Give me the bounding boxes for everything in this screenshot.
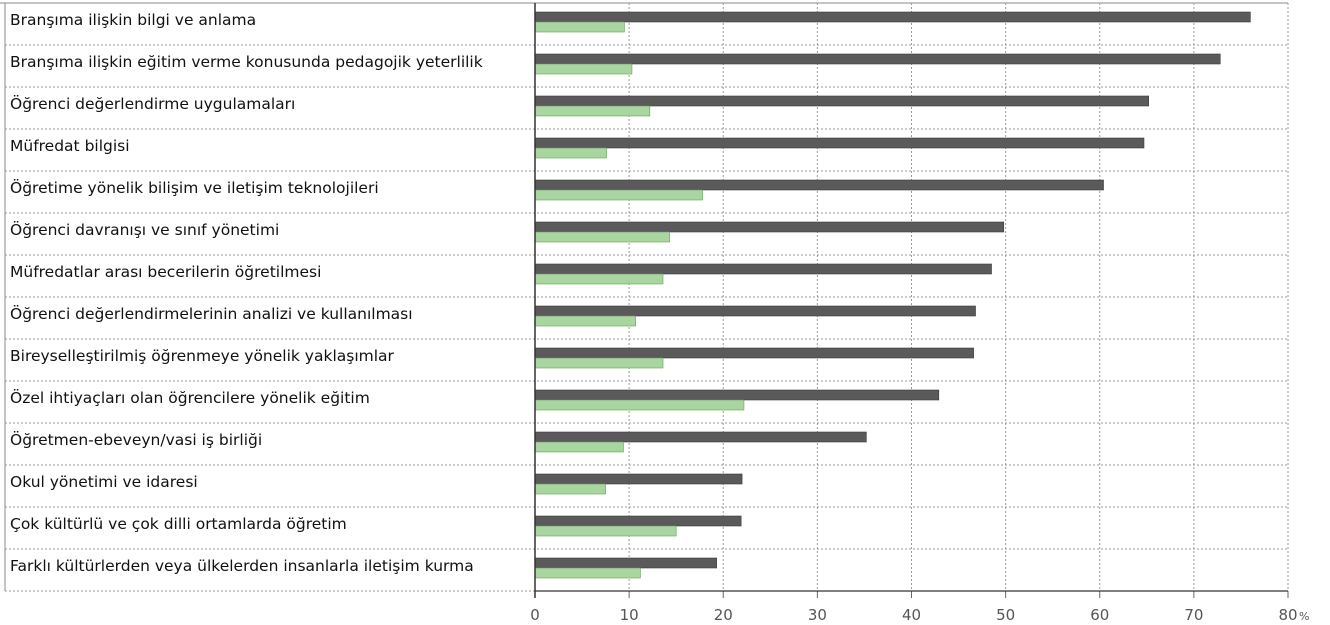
- bar-series-1: [534, 53, 1221, 65]
- grid: [0, 2, 1289, 592]
- category-label: Farklı kültürlerden veya ülkelerden insa…: [10, 557, 474, 575]
- bar-series-2: [534, 399, 745, 411]
- x-tick-label: 30: [808, 606, 827, 624]
- bar-series-2: [534, 441, 624, 453]
- bar-series-1: [534, 11, 1251, 23]
- bar-series-1: [534, 473, 743, 485]
- bar-series-2: [534, 63, 633, 75]
- x-tick-label: 60: [1090, 606, 1109, 624]
- bar-series-1: [534, 431, 867, 443]
- bar-series-2: [534, 231, 670, 243]
- bar-series-2: [534, 189, 703, 201]
- category-label: Öğrenci değerlendirmelerinin analizi ve …: [10, 304, 413, 323]
- category-label: Okul yönetimi ve idaresi: [10, 473, 198, 491]
- category-label: Müfredatlar arası becerilerin öğretilmes…: [10, 263, 321, 281]
- x-axis-unit-label: %: [1299, 610, 1309, 623]
- category-label: Branşıma ilişkin eğitim verme konusunda …: [10, 53, 483, 71]
- bar-series-2: [534, 105, 651, 117]
- category-label: Çok kültürlü ve çok dilli ortamlarda öğr…: [10, 515, 347, 533]
- bar-series-2: [534, 273, 664, 285]
- bar-series-1: [534, 557, 717, 569]
- bar-series-1: [534, 179, 1104, 191]
- x-tick-label: 50: [996, 606, 1015, 624]
- bar-series-1: [534, 137, 1145, 149]
- x-tick-label: 20: [714, 606, 733, 624]
- category-label: Özel ihtiyaçları olan öğrencilere yöneli…: [10, 388, 370, 407]
- bar-series-1: [534, 263, 992, 275]
- x-axis: % 0 10 20 30 40 50 60 70 80: [530, 3, 1309, 624]
- category-label: Öğrenci davranışı ve sınıf yönetimi: [10, 220, 279, 239]
- x-tick-label: 10: [620, 606, 639, 624]
- bar-series-2: [534, 525, 677, 537]
- bar-series-1: [534, 95, 1149, 107]
- category-label: Bireyselleştirilmiş öğrenmeye yönelik ya…: [10, 347, 395, 365]
- x-tick-label: 70: [1184, 606, 1203, 624]
- bar-series-2: [534, 357, 664, 369]
- x-tick-label: 0: [530, 606, 540, 624]
- category-label: Öğretime yönelik bilişim ve iletişim tek…: [10, 178, 379, 197]
- bar-series-1: [534, 347, 974, 359]
- category-label: Branşıma ilişkin bilgi ve anlama: [10, 11, 256, 29]
- bar-series-2: [534, 147, 607, 159]
- category-label: Müfredat bilgisi: [10, 137, 130, 155]
- bar-series-1: [534, 515, 742, 527]
- category-label: Öğrenci değerlendirme uygulamaları: [10, 94, 295, 113]
- bars: [534, 11, 1251, 579]
- bar-series-2: [534, 21, 625, 33]
- category-labels: Branşıma ilişkin bilgi ve anlama Branşıma…: [10, 11, 483, 575]
- bar-series-2: [534, 567, 641, 579]
- x-tick-label: 40: [902, 606, 921, 624]
- bar-series-1: [534, 389, 940, 401]
- x-tick-label: 80: [1278, 606, 1297, 624]
- bar-series-2: [534, 483, 606, 495]
- category-label: Öğretmen-ebeveyn/vasi iş birliği: [10, 430, 262, 449]
- bar-series-2: [534, 315, 637, 327]
- bar-series-1: [534, 305, 976, 317]
- bar-series-1: [534, 221, 1005, 233]
